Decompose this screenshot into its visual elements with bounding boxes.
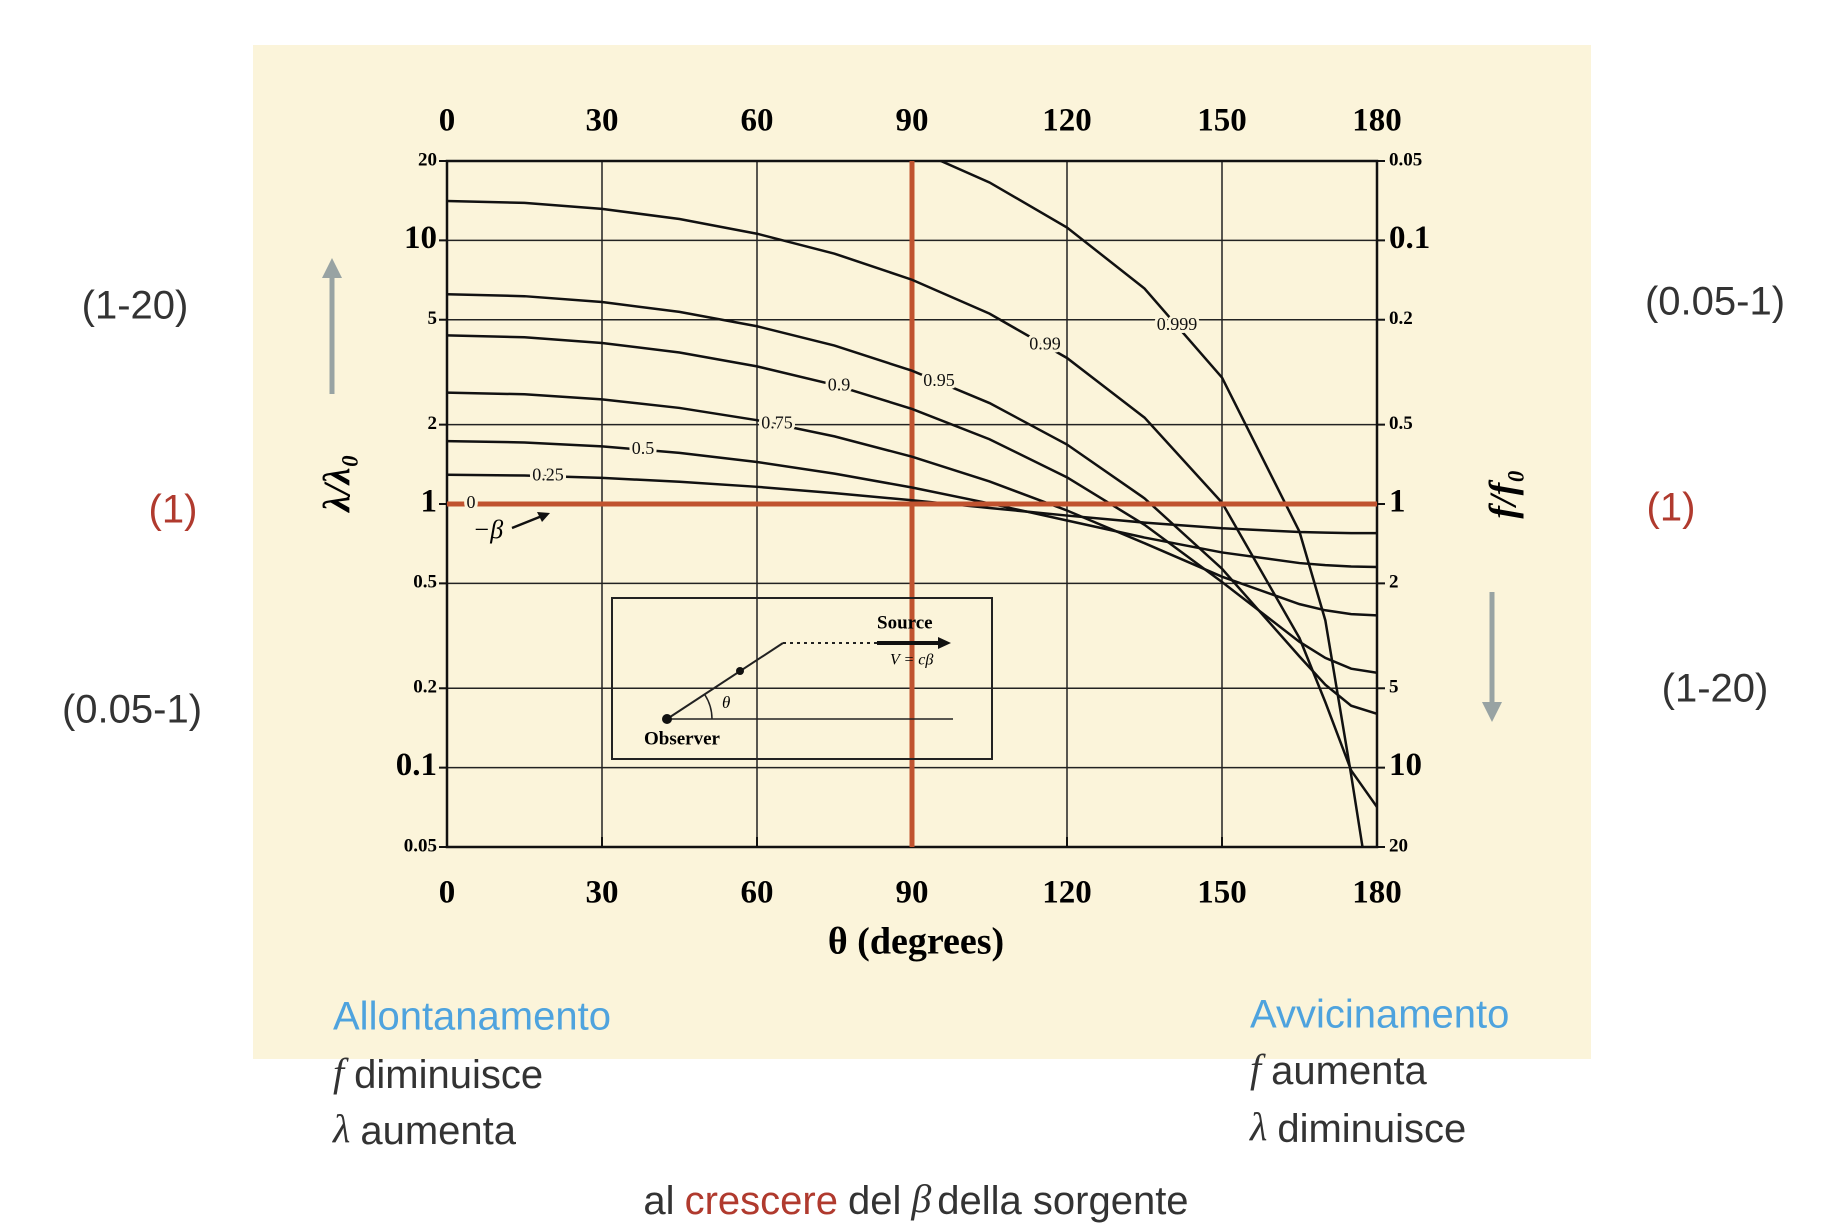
receding-line: f diminuisce	[333, 1050, 543, 1096]
receding-line: λ aumenta	[332, 1106, 517, 1152]
x-tick-label-top: 60	[741, 103, 774, 139]
y2-tick-label: 5	[1389, 677, 1399, 698]
y-tick-label: 0.2	[413, 677, 437, 698]
text: diminuisce	[354, 1053, 543, 1097]
x-axis-label: θ (degrees)	[828, 921, 1004, 963]
series-line	[447, 293, 1377, 716]
series-label: 0.9	[828, 374, 851, 394]
inset: Source V = cβ Observer θ	[611, 597, 993, 760]
series-line	[937, 161, 1364, 847]
y-tick-label: 0.05	[404, 835, 437, 856]
caption: al crescere del β della sorgente	[643, 1176, 1188, 1222]
x-tick-label: 150	[1197, 875, 1247, 911]
series-label: 0.75	[761, 413, 793, 433]
series-label: 0.95	[923, 370, 955, 390]
x-tick-label: 120	[1042, 875, 1092, 911]
y2-tick-label: 0.5	[1389, 413, 1413, 434]
up-arrowhead	[322, 258, 342, 278]
caption-part: al	[643, 1179, 674, 1223]
inset-angle-arc	[704, 694, 713, 720]
y-tick-label: 10	[404, 220, 437, 256]
y2-axis-label: f/f₀	[1483, 469, 1525, 518]
y-tick-label: 0.5	[413, 572, 437, 593]
y2-tick-label: 20	[1389, 835, 1408, 856]
y2-tick-label: 0.1	[1389, 220, 1430, 256]
beta-arrowhead	[537, 512, 550, 522]
side-note: (1)	[149, 488, 198, 532]
inset-arrowhead	[938, 637, 951, 649]
down-arrowhead	[1482, 702, 1502, 722]
inset-midpoint	[736, 667, 744, 675]
inset-observer: Observer	[644, 728, 721, 749]
y2-tick-label: 0.2	[1389, 308, 1413, 329]
side-note: (0.05-1)	[62, 688, 202, 732]
panel	[253, 45, 1591, 1059]
x-tick-label-top: 120	[1042, 103, 1092, 139]
x-tick-label: 180	[1352, 875, 1402, 911]
y-tick-label: 5	[428, 308, 438, 329]
x-tick-label-top: 0	[439, 103, 456, 139]
text: aumenta	[360, 1109, 516, 1153]
inset-frame	[611, 597, 993, 760]
y2-tick-label: 1	[1389, 484, 1406, 520]
series-label: 0.25	[532, 464, 564, 484]
caption-highlight: crescere	[685, 1179, 838, 1223]
text: diminuisce	[1277, 1107, 1466, 1151]
inset-angle: θ	[722, 693, 730, 712]
caption-part: della sorgente	[937, 1179, 1188, 1223]
series-label: 0.5	[632, 438, 655, 458]
y2-tick-label: 2	[1389, 572, 1399, 593]
x-tick-label: 90	[896, 875, 929, 911]
inset-source: Source	[877, 612, 933, 633]
inset-sightline	[666, 642, 784, 720]
y2-tick-label: 0.05	[1389, 149, 1422, 170]
inset-velocity: V = cβ	[890, 652, 933, 669]
beta-annotation: −β	[473, 515, 504, 544]
series-label: 0.999	[1157, 314, 1198, 334]
x-tick-label: 0	[439, 875, 456, 911]
y-axis-label: λ/λ₀	[317, 454, 359, 514]
series-label: 0.99	[1029, 334, 1061, 354]
caption-part: del	[848, 1179, 901, 1223]
series-label: 0	[467, 492, 476, 512]
series-line	[447, 334, 1377, 675]
y2-tick-label: 10	[1389, 747, 1422, 783]
approaching-heading: Avvicinamento	[1250, 993, 1509, 1037]
x-tick-label-top: 90	[896, 103, 929, 139]
y-tick-label: 1	[421, 484, 438, 520]
approaching-line: λ diminuisce	[1249, 1104, 1466, 1150]
series-line	[447, 391, 1377, 617]
x-tick-label: 30	[586, 875, 619, 911]
side-note: (1)	[1647, 486, 1696, 530]
side-note: (1-20)	[82, 284, 189, 328]
x-tick-label-top: 180	[1352, 103, 1402, 139]
plot: 003030606090901201201501501801800.050.10…	[396, 103, 1431, 911]
y-tick-label: 20	[418, 149, 437, 170]
receding-heading: Allontanamento	[333, 995, 611, 1039]
beta-arrow	[511, 514, 543, 530]
x-tick-label-top: 30	[586, 103, 619, 139]
series-line	[447, 473, 1377, 535]
side-note: (0.05-1)	[1645, 280, 1785, 324]
series-line	[447, 199, 1377, 808]
side-note: (1-20)	[1662, 667, 1769, 711]
symbol: λ	[332, 1106, 350, 1151]
x-tick-label-top: 150	[1197, 103, 1247, 139]
symbol: λ	[1249, 1104, 1267, 1149]
text: aumenta	[1271, 1049, 1427, 1093]
x-tick-label: 60	[741, 875, 774, 911]
caption-symbol: β	[910, 1176, 931, 1221]
inset-observer-dot	[662, 714, 672, 724]
y-tick-label: 0.1	[396, 747, 437, 783]
y-tick-label: 2	[428, 413, 438, 434]
approaching-line: f aumenta	[1250, 1046, 1428, 1092]
